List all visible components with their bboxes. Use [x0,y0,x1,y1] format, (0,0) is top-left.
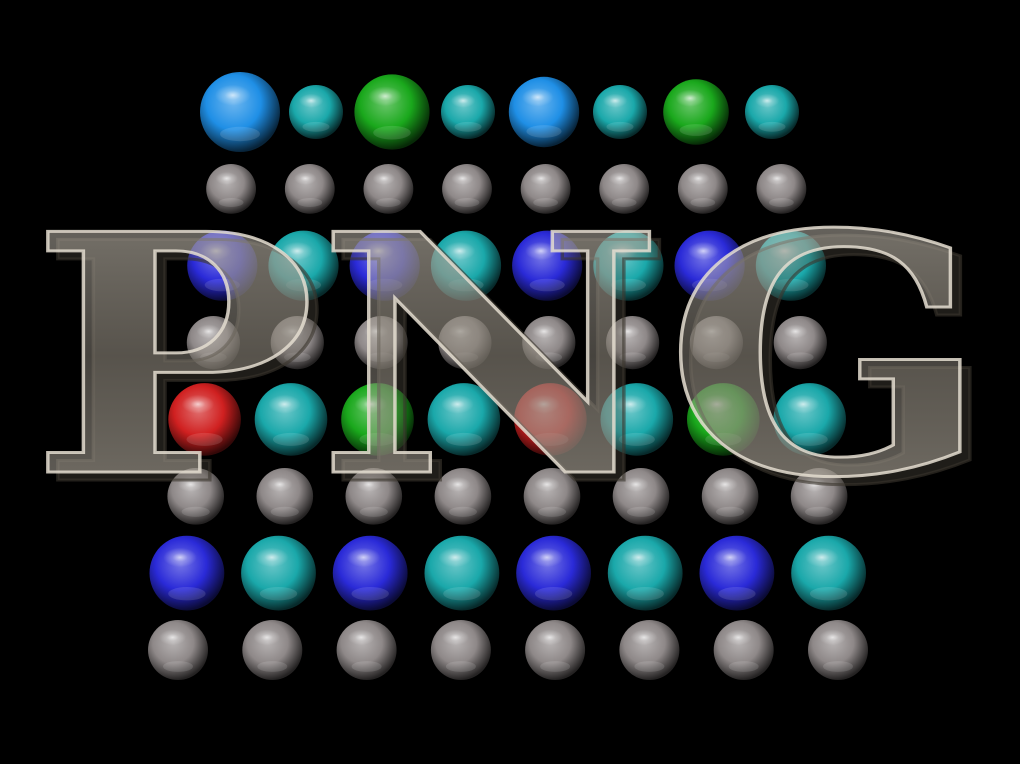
sphere [687,383,760,456]
sphere [520,164,571,214]
sphere [619,620,680,680]
sphere [523,468,581,525]
sphere [430,620,491,680]
sphere [187,230,258,301]
sphere [430,230,502,301]
sphere [289,85,343,139]
sphere [438,316,492,370]
sphere [200,72,280,152]
logo-text-depth: PNG [40,170,1000,558]
sphere [808,620,868,680]
sphere [336,620,397,680]
sphere [677,164,728,214]
sphere [773,316,827,370]
sphere [600,383,674,456]
sphere [773,383,846,456]
sphere [508,76,580,148]
sphere [701,468,759,525]
sphere [284,164,335,214]
sphere [599,164,650,214]
sphere [270,316,324,370]
sphere [206,164,256,214]
sphere [363,164,414,214]
sphere [516,535,591,611]
sphere [713,620,774,680]
sphere [354,316,408,370]
sphere [354,74,430,150]
sphere [332,535,408,611]
sphere-grid [148,72,868,680]
sphere [512,230,583,301]
sphere [525,620,586,680]
sphere [593,85,647,139]
sphere [268,230,339,301]
sphere [442,164,492,214]
sphere [755,230,827,301]
sphere [186,316,240,370]
sphere [674,230,745,301]
sphere [441,85,495,139]
sphere [149,535,225,611]
sphere [256,468,314,525]
png-logo: PNG PNG [29,161,1002,560]
sphere [607,535,683,611]
sphere [514,383,587,456]
sphere [427,383,501,456]
sphere [790,468,848,525]
sphere [241,535,316,611]
sphere [349,230,420,301]
sphere [612,468,670,525]
sphere [341,383,414,456]
sphere [663,79,729,145]
sphere [424,535,500,611]
sphere [593,230,664,301]
sphere [699,535,775,611]
sphere [791,535,866,611]
sphere [756,164,807,214]
sphere [522,316,576,370]
sphere [148,620,208,680]
sphere [606,316,660,370]
sphere [242,620,303,680]
sphere [689,316,744,370]
sphere [167,468,224,525]
logo-text: PNG [30,162,990,550]
sphere [345,468,403,525]
sphere [745,85,799,139]
sphere [254,383,328,456]
sphere [168,383,241,456]
sphere [434,468,492,525]
